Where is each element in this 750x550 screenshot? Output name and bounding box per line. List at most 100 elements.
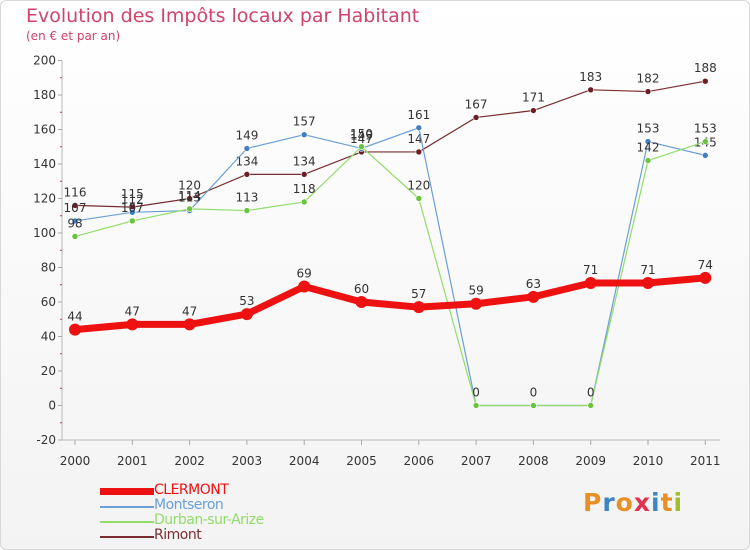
data-label-clermont: 44: [67, 310, 82, 324]
legend-label-durban: Durban-sur-Arize: [154, 512, 264, 528]
series-line-clermont: [71, 274, 709, 334]
legend-label-rimont: Rimont: [154, 527, 202, 543]
x-tick-label: 2006: [404, 454, 435, 468]
y-tick-label: 200: [33, 54, 56, 68]
data-point-clermont: [584, 277, 597, 290]
y-tick-label: 80: [41, 261, 56, 275]
chart-subtitle: (en € et par an): [26, 29, 121, 43]
data-point-clermont: [240, 308, 253, 321]
data-point-clermont: [699, 271, 712, 284]
data-label-durban-sur-arize: 150: [350, 127, 373, 141]
data-point-rimont: [587, 86, 595, 94]
data-label-rimont: 183: [579, 70, 602, 84]
x-tick-label: 2011: [690, 454, 721, 468]
data-label-durban-sur-arize: 114: [178, 189, 201, 203]
data-point-clermont: [298, 280, 311, 293]
y-tick-label: 40: [41, 330, 56, 344]
y-tick-label: 120: [33, 192, 56, 206]
data-label-durban-sur-arize: 107: [121, 201, 144, 215]
data-point-montseron: [644, 138, 652, 145]
data-label-rimont: 167: [465, 97, 488, 111]
data-label-montseron: 149: [235, 128, 258, 142]
series-line-rimont: [74, 80, 706, 208]
data-point-rimont: [300, 171, 308, 178]
data-label-montseron: 113: [178, 191, 201, 205]
data-point-montseron: [243, 145, 251, 152]
y-tick-label: 60: [41, 295, 56, 309]
data-point-durban-sur-arize: [472, 402, 480, 409]
data-point-clermont: [183, 318, 196, 331]
data-point-durban-sur-arize: [530, 402, 537, 409]
data-point-clermont: [69, 323, 81, 336]
data-label-clermont: 60: [354, 282, 369, 296]
data-label-rimont: 120: [178, 179, 201, 193]
legend-swatch-rimont: [100, 536, 154, 538]
legend-swatch-montseron: [100, 506, 154, 508]
logo-letter: o: [615, 488, 634, 517]
data-point-durban-sur-arize: [358, 143, 365, 151]
data-label-clermont: 47: [182, 304, 197, 318]
data-label-durban-sur-arize: 120: [407, 179, 430, 193]
data-point-durban-sur-arize: [587, 402, 595, 409]
logo-letter: i: [651, 488, 661, 517]
logo-letter: i: [673, 488, 684, 517]
data-label-clermont: 53: [239, 294, 254, 308]
y-tick-label: -20: [36, 433, 56, 447]
data-label-rimont: 188: [694, 61, 717, 75]
data-point-clermont: [470, 297, 483, 310]
x-tick-label: 2009: [575, 454, 606, 468]
chart-title: Evolution des Impôts locaux par Habitant: [26, 5, 420, 27]
x-tick-label: 2005: [346, 454, 377, 468]
series-line-durban-sur-arize: [74, 140, 706, 407]
legend-label-clermont: CLERMONT: [154, 482, 229, 498]
data-point-montseron: [701, 152, 709, 159]
y-tick-label: 0: [48, 399, 56, 413]
y-tick-label: 20: [41, 364, 56, 378]
data-point-clermont: [527, 290, 540, 303]
x-tick-label: 2003: [232, 454, 263, 468]
proxiti-logo: Proxiti: [583, 488, 683, 517]
data-point-durban-sur-arize: [701, 138, 709, 145]
data-label-clermont: 71: [640, 263, 655, 277]
data-label-durban-sur-arize: 142: [637, 141, 660, 155]
data-label-rimont: 171: [522, 91, 545, 105]
logo-letter: t: [660, 488, 674, 517]
data-label-clermont: 63: [526, 277, 541, 291]
data-label-montseron: 107: [64, 201, 87, 215]
data-point-durban-sur-arize: [243, 207, 251, 214]
data-label-durban-sur-arize: 153: [694, 122, 717, 136]
data-label-montseron: 157: [293, 115, 316, 129]
data-label-clermont: 71: [583, 263, 598, 277]
data-label-clermont: 57: [411, 287, 426, 301]
data-label-durban-sur-arize: 118: [293, 182, 316, 196]
data-label-rimont: 134: [293, 154, 316, 168]
data-label-montseron: 161: [407, 108, 430, 122]
data-point-montseron: [415, 124, 423, 132]
y-tick-label: 140: [33, 157, 56, 171]
data-point-durban-sur-arize: [415, 195, 423, 202]
data-point-durban-sur-arize: [129, 217, 136, 225]
data-label-rimont: 147: [407, 132, 430, 146]
logo-letter: x: [633, 488, 651, 517]
data-point-rimont: [701, 77, 709, 85]
data-point-durban-sur-arize: [644, 157, 652, 164]
data-label-rimont: 147: [350, 132, 373, 146]
data-label-durban-sur-arize: 98: [67, 216, 82, 230]
x-tick-label: 2001: [117, 454, 148, 468]
data-label-rimont: 115: [121, 187, 144, 201]
legend-swatch-clermont: [100, 488, 154, 495]
x-tick-label: 2000: [60, 454, 91, 468]
data-label-rimont: 182: [637, 72, 660, 86]
data-point-durban-sur-arize: [71, 233, 79, 240]
x-tick-label: 2010: [633, 454, 664, 468]
data-label-durban-sur-arize: 0: [530, 386, 538, 400]
x-tick-label: 2007: [461, 454, 492, 468]
data-label-clermont: 74: [698, 258, 713, 272]
data-label-durban-sur-arize: 113: [235, 191, 258, 205]
data-point-rimont: [243, 171, 251, 178]
y-tick-label: 160: [33, 123, 56, 137]
legend-swatch-durban: [100, 521, 154, 523]
data-label-montseron: 149: [350, 128, 373, 142]
